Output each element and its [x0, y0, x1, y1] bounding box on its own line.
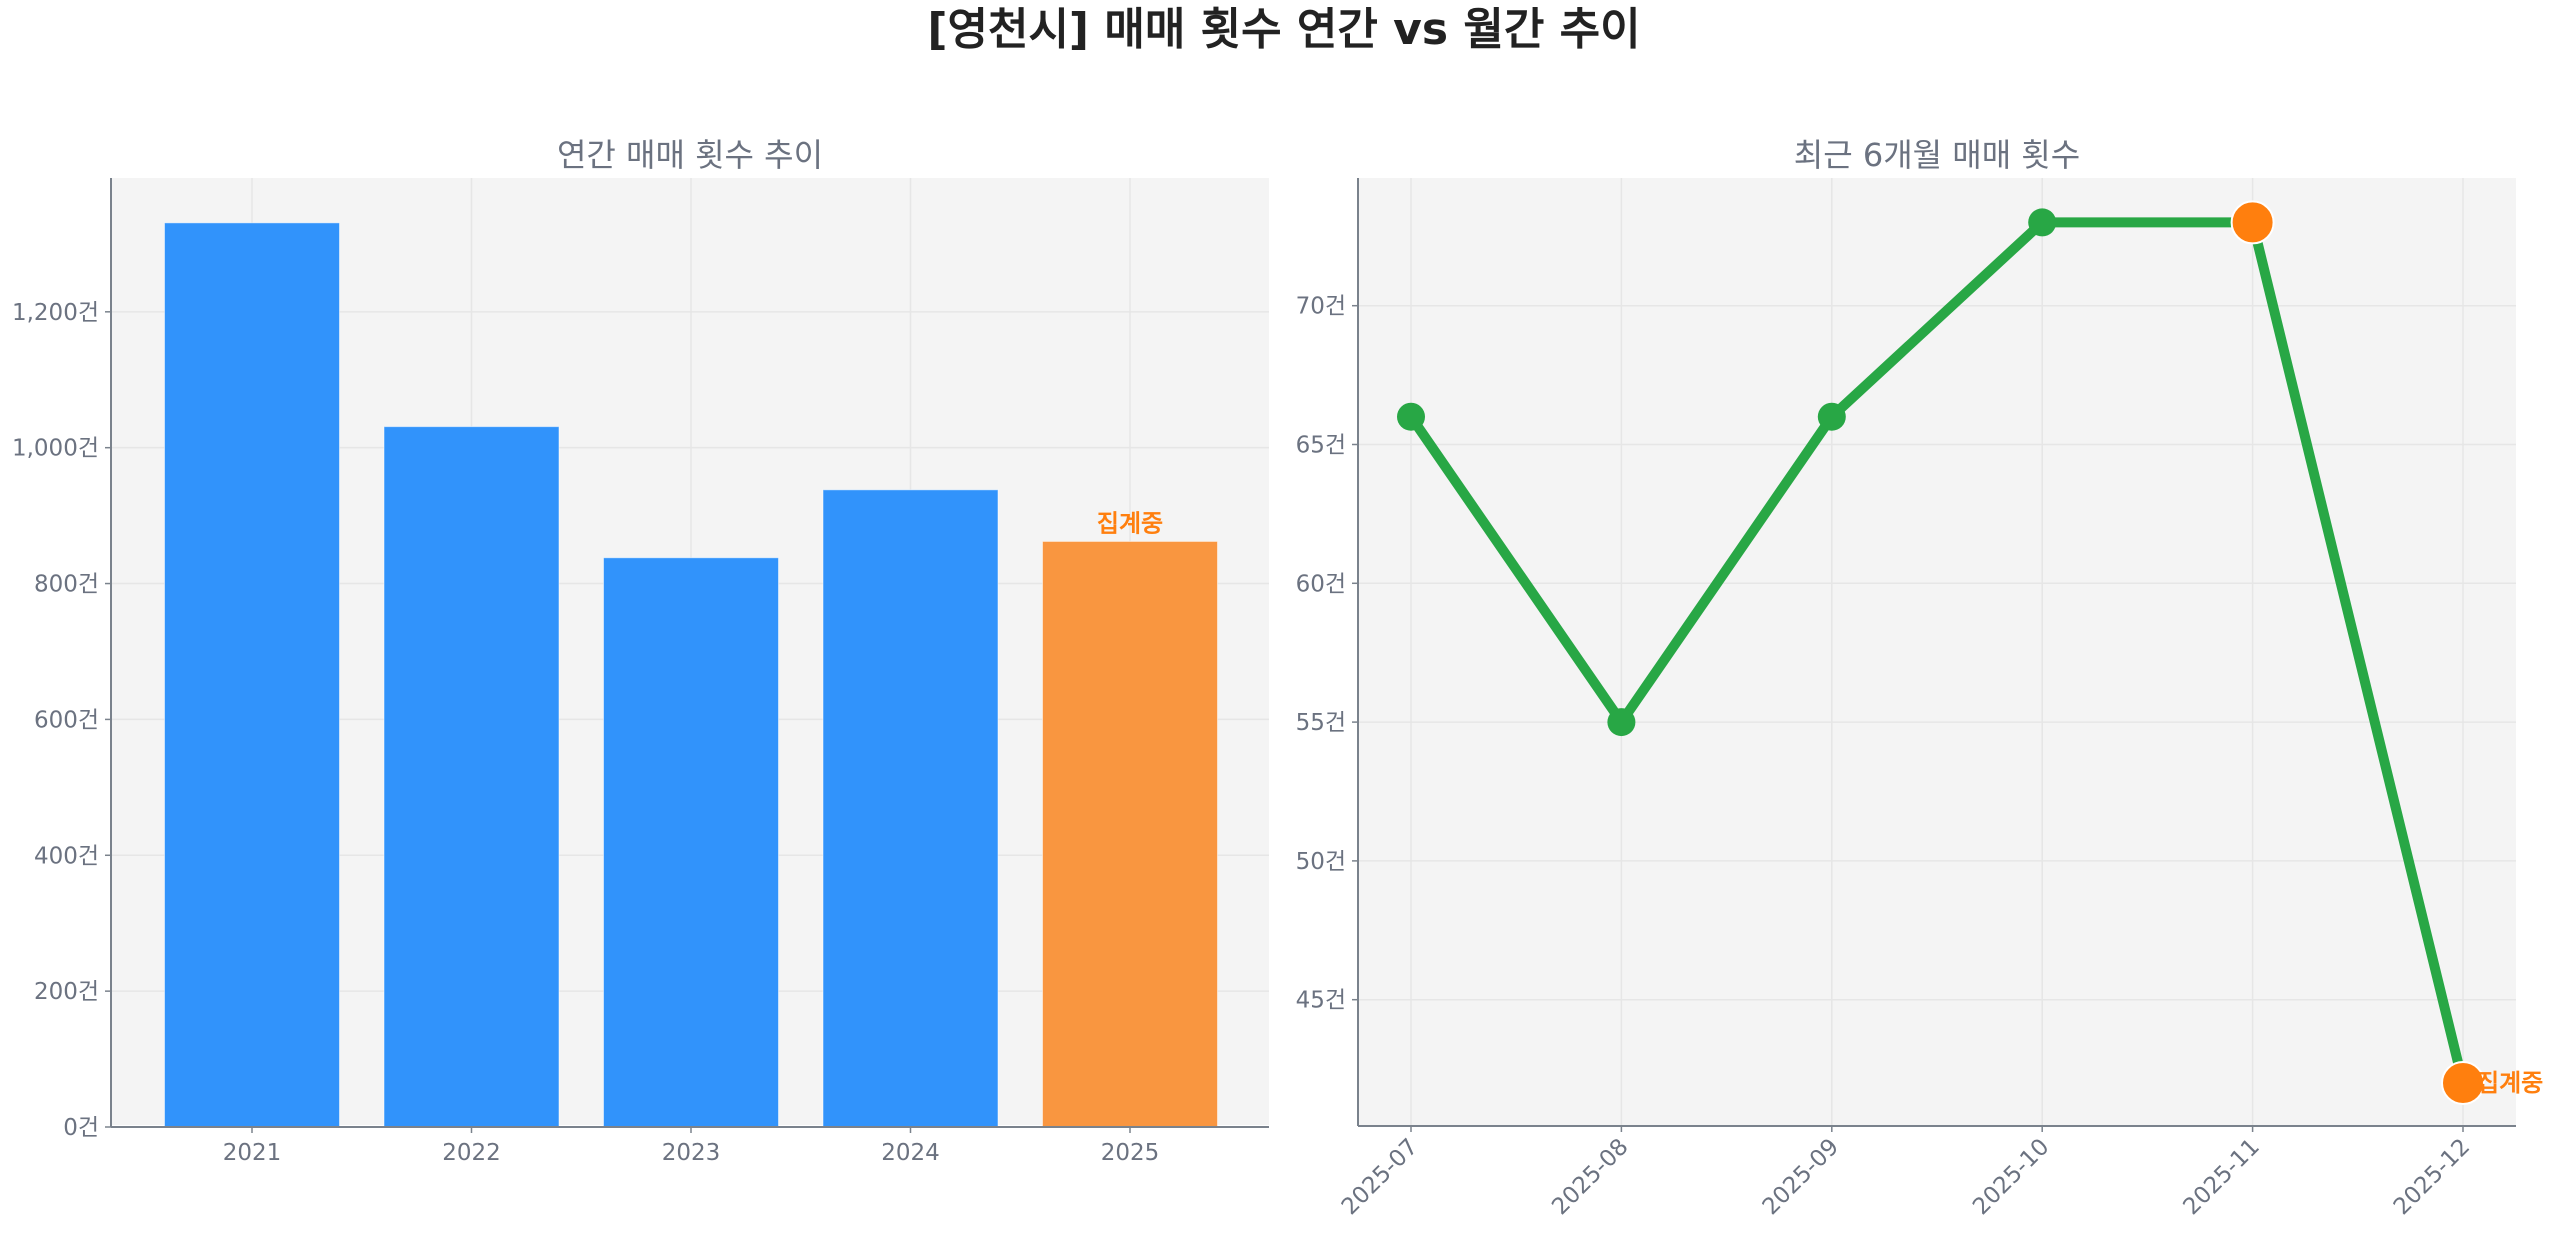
y-tick-label: 600건 [34, 707, 99, 733]
bar-2023[interactable] [603, 557, 779, 1128]
data-point-2025-07[interactable] [1397, 402, 1425, 431]
bar-2024[interactable] [822, 489, 999, 1128]
y-tick-label: 45건 [1296, 988, 1346, 1014]
y-tick-label: 1,000건 [12, 436, 99, 462]
y-tick-label: 70건 [1296, 294, 1346, 320]
y-tick-label: 65건 [1296, 432, 1346, 458]
annual-axes [110, 178, 1269, 1128]
x-tick-label: 2025 [1101, 1140, 1160, 1166]
monthly-line-series [1397, 200, 2485, 1105]
annual-pending-annotation: 집계중 [1097, 509, 1163, 537]
data-point-2025-08[interactable] [1607, 708, 1636, 737]
y-tick-label: 0건 [63, 1115, 99, 1141]
y-tick-label: 400건 [34, 843, 99, 869]
annual-bar-chart: 연간 매매 횟수 추이 0건 200건 400건 600건 800건 1,000건 1,20… [12, 136, 1269, 1166]
data-point-2025-11[interactable] [2230, 200, 2275, 245]
annual-y-axis-ticks: 0건 200건 400건 600건 800건 1,000건 1,200건 [12, 300, 111, 1141]
data-point-2025-10[interactable] [2028, 208, 2057, 237]
annual-chart-title: 연간 매매 횟수 추이 [557, 136, 823, 174]
x-tick-label: 2022 [442, 1140, 501, 1166]
annual-bars [164, 222, 1218, 1128]
monthly-chart-title: 최근 6개월 매매 횟수 [1794, 136, 2080, 174]
bar-2022[interactable] [383, 426, 560, 1128]
data-point-2025-12[interactable] [2441, 1060, 2485, 1105]
y-tick-label: 55건 [1296, 710, 1346, 736]
x-tick-label: 2024 [881, 1140, 940, 1166]
monthly-plot-area [1358, 178, 2516, 1125]
y-tick-label: 60건 [1296, 571, 1346, 597]
x-tick-label: 2021 [223, 1140, 282, 1166]
x-tick-label: 2023 [662, 1140, 721, 1166]
bar-2021[interactable] [164, 222, 340, 1128]
bar-2025[interactable] [1042, 540, 1218, 1128]
monthly-pending-annotation: 집계중 [2477, 1069, 2543, 1097]
annual-x-axis-ticks: 2021 2022 2023 2024 2025 [223, 1127, 1160, 1166]
y-tick-label: 1,200건 [12, 300, 99, 326]
y-tick-label: 50건 [1296, 849, 1346, 875]
trend-line [1406, 217, 2468, 1085]
main-title: [영천시] 매매 횟수 연간 vs 월간 추이 [927, 4, 1640, 55]
monthly-axes [1357, 178, 2516, 1127]
data-point-2025-09[interactable] [1817, 402, 1846, 431]
y-tick-label: 200건 [34, 979, 99, 1005]
monthly-gridlines [1358, 178, 2516, 1126]
y-tick-label: 800건 [34, 572, 99, 598]
monthly-y-axis-ticks: 45건 50건 55건 60건 65건 70건 [1296, 294, 1358, 1014]
